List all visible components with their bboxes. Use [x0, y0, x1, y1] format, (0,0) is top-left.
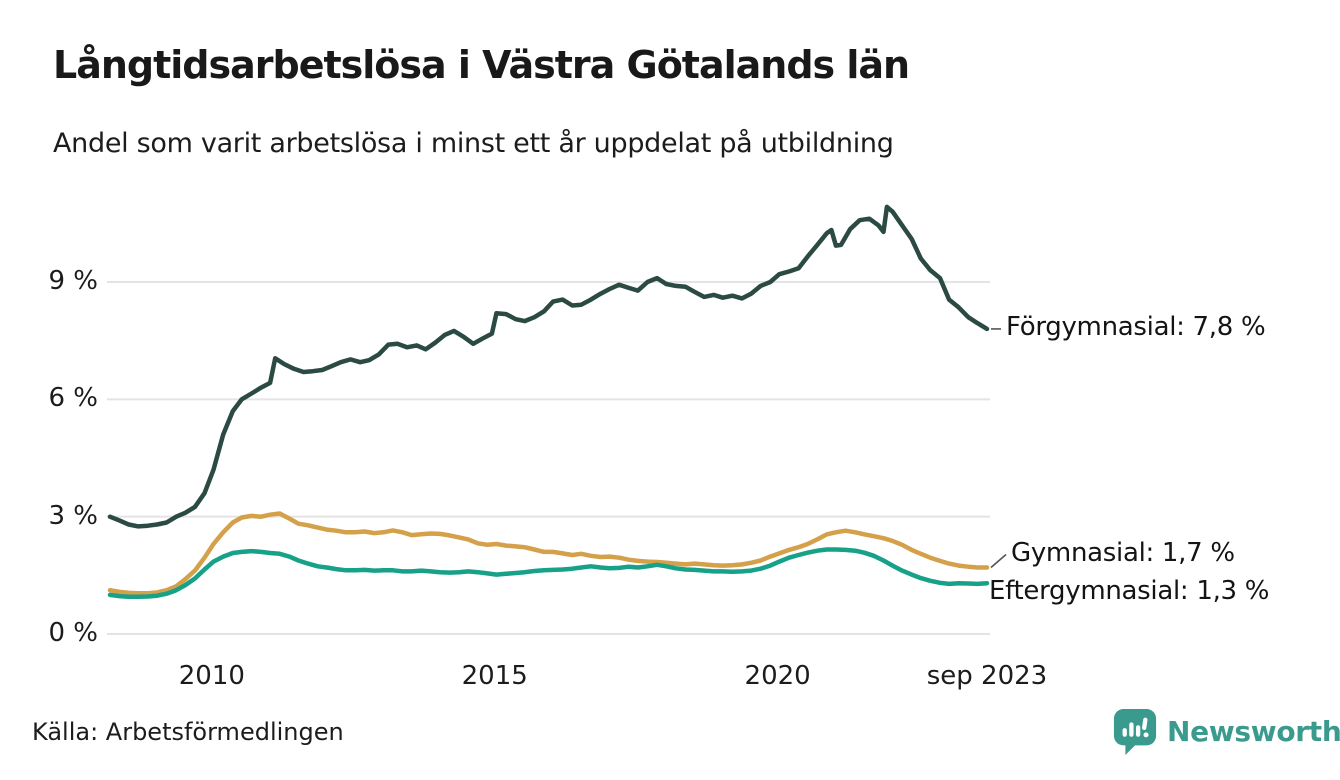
chart-subtitle: Andel som varit arbetslösa i minst ett å…: [53, 128, 894, 159]
chart-title: Långtidsarbetslösa i Västra Götalands lä…: [53, 43, 910, 87]
source-note: Källa: Arbetsförmedlingen: [32, 718, 344, 746]
y-tick-label: 6 %: [48, 383, 98, 414]
newsworthy-logo-icon: [1113, 708, 1157, 755]
x-tick-label: sep 2023: [926, 661, 1048, 691]
y-tick-label: 0 %: [48, 618, 98, 648]
series-end-label: Gymnasial: 1,7 %: [1011, 537, 1235, 568]
x-tick-label: 2010: [178, 661, 245, 691]
x-tick-label: 2020: [744, 661, 811, 691]
newsworthy-logo: Newsworthy: [1112, 706, 1340, 756]
y-tick-label: 3 %: [48, 500, 98, 531]
series-end-label: Eftergymnasial: 1,3 %: [989, 576, 1270, 607]
x-tick-label: 2015: [461, 661, 528, 691]
series-end-label: Förgymnasial: 7,8 %: [1006, 311, 1266, 342]
newsworthy-brand-text: Newsworthy: [1167, 714, 1340, 748]
y-tick-label: 9 %: [48, 266, 98, 296]
